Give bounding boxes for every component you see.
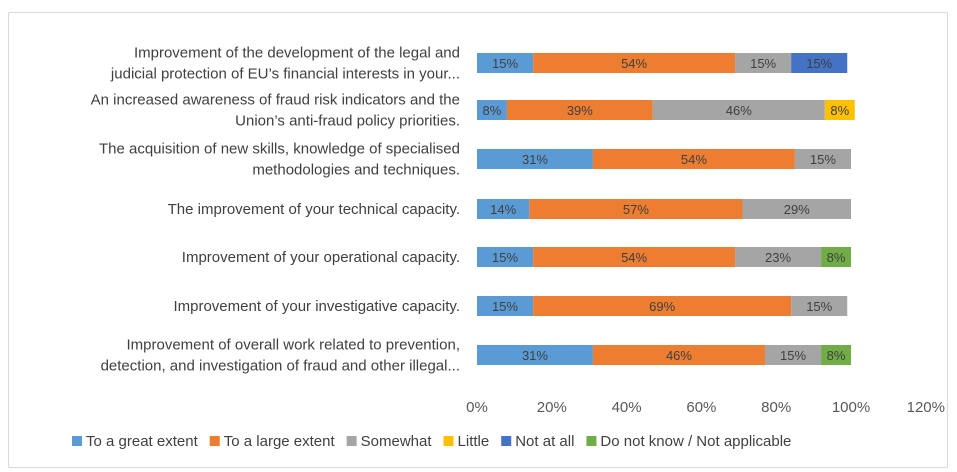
bar-segment [477, 199, 530, 219]
bar-segment [533, 53, 736, 73]
bar-segment [791, 53, 848, 73]
data-label: 31% [522, 152, 548, 167]
bar-segment [735, 53, 792, 73]
category-label: methodologies and techniques. [252, 162, 460, 179]
bar-segment [506, 100, 653, 120]
legend-label: To a great extent [86, 433, 199, 450]
data-label: 15% [806, 56, 832, 71]
x-tick-label: 60% [686, 399, 716, 416]
data-label: 54% [621, 56, 647, 71]
legend-swatch [72, 436, 82, 446]
category-label: Union’s anti-fraud policy priorities. [235, 113, 460, 130]
data-label: 15% [492, 250, 518, 265]
x-tick-label: 120% [907, 399, 945, 416]
x-tick-label: 20% [537, 399, 567, 416]
bar-segment [764, 345, 822, 365]
data-label: 15% [750, 56, 776, 71]
legend-swatch [209, 436, 220, 446]
x-tick-label: 0% [466, 399, 488, 416]
x-tick-label: 100% [832, 399, 870, 416]
data-label: 15% [806, 299, 832, 314]
category-label: Improvement of overall work related to p… [127, 337, 461, 354]
bar-segment [533, 247, 736, 267]
legend-label: Somewhat [361, 433, 433, 450]
chart-frame [8, 12, 948, 468]
bar-segment [821, 345, 851, 365]
data-label: 15% [492, 299, 518, 314]
data-label: 8% [483, 103, 502, 118]
category-label: Improvement of your investigative capaci… [173, 298, 460, 315]
bar-segment [592, 149, 795, 169]
data-label: 39% [567, 103, 593, 118]
data-label: 29% [784, 202, 810, 217]
bar-segment [477, 149, 593, 169]
data-label: 15% [492, 56, 518, 71]
legend-label: Do not know / Not applicable [600, 433, 791, 450]
data-label: 69% [649, 299, 675, 314]
data-label: 31% [522, 348, 548, 363]
bar-segment [477, 247, 534, 267]
category-label: judicial protection of EU’s financial in… [110, 66, 460, 83]
data-label: 57% [623, 202, 649, 217]
data-label: 54% [621, 250, 647, 265]
x-tick-label: 40% [612, 399, 642, 416]
legend-swatch [346, 436, 357, 446]
bar-segment [742, 199, 851, 219]
bar-segment [533, 296, 792, 316]
x-tick-label: 80% [761, 399, 791, 416]
data-label: 8% [827, 250, 846, 265]
data-label: 23% [765, 250, 791, 265]
category-label: Improvement of your operational capacity… [182, 249, 460, 266]
legend-swatch [586, 436, 597, 446]
category-label: Improvement of the development of the le… [134, 45, 460, 62]
data-label: 46% [666, 348, 692, 363]
data-label: 46% [726, 103, 752, 118]
legend-label: To a large extent [224, 433, 336, 450]
data-label: 8% [830, 103, 849, 118]
bar-segment [477, 100, 507, 120]
category-label: The acquisition of new skills, knowledge… [99, 141, 460, 158]
legend-label: Not at all [515, 433, 574, 450]
bar-segment [821, 247, 851, 267]
legend-swatch [501, 436, 512, 446]
data-label: 14% [490, 202, 516, 217]
data-label: 54% [681, 152, 707, 167]
bar-segment [791, 296, 848, 316]
category-label: detection, and investigation of fraud an… [101, 358, 460, 375]
bar-segment [824, 100, 855, 120]
data-label: 8% [827, 348, 846, 363]
bar-segment [794, 149, 851, 169]
data-label: 15% [810, 152, 836, 167]
bar-segment [529, 199, 743, 219]
bar-segment [652, 100, 825, 120]
bar-segment [477, 345, 593, 365]
category-label: An increased awareness of fraud risk ind… [91, 92, 460, 109]
category-label: The improvement of your technical capaci… [168, 201, 460, 218]
bar-segment [735, 247, 822, 267]
legend-label: Little [458, 433, 490, 450]
bar-segment [477, 53, 534, 73]
bar-segment [592, 345, 765, 365]
bar-segment [477, 296, 534, 316]
data-label: 15% [780, 348, 806, 363]
legend-swatch [443, 436, 454, 446]
